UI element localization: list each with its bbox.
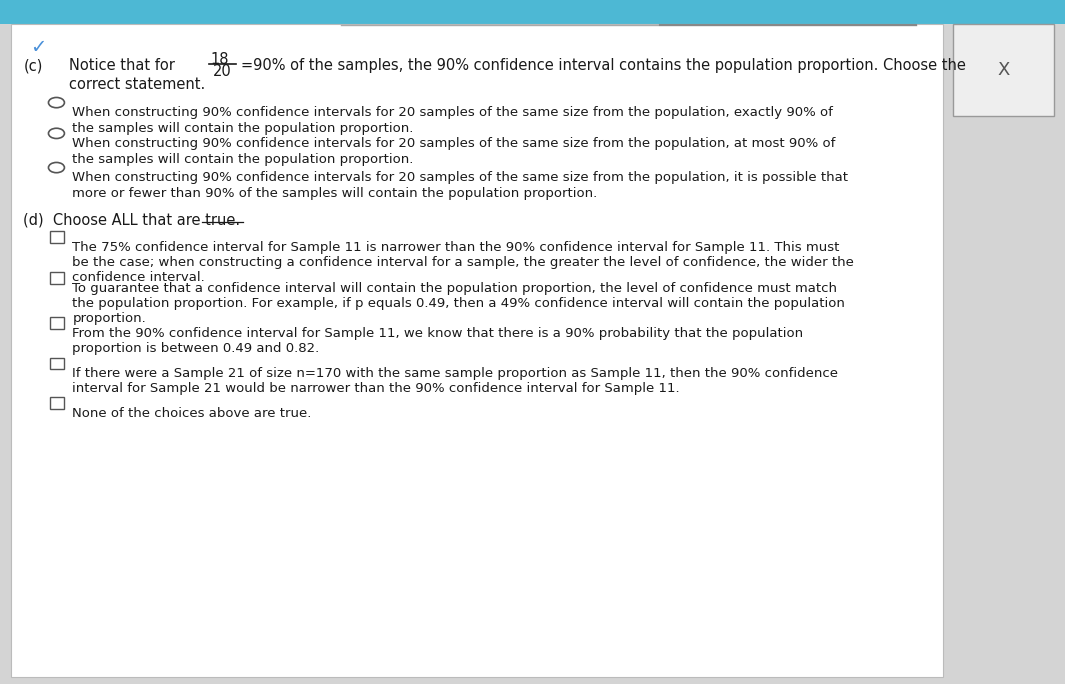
Text: To guarantee that a confidence interval will contain the population proportion, : To guarantee that a confidence interval … xyxy=(72,282,837,295)
Text: proportion is between 0.49 and 0.82.: proportion is between 0.49 and 0.82. xyxy=(72,342,320,355)
Text: None of the choices above are true.: None of the choices above are true. xyxy=(72,407,312,420)
Text: the population proportion. For example, if p equals 0.49, then a 49% confidence : the population proportion. For example, … xyxy=(72,297,846,310)
Text: 20: 20 xyxy=(213,64,232,79)
Text: When constructing 90% confidence intervals for 20 samples of the same size from : When constructing 90% confidence interva… xyxy=(72,106,833,119)
Text: the samples will contain the population proportion.: the samples will contain the population … xyxy=(72,122,414,135)
Text: Notice that for: Notice that for xyxy=(69,58,175,73)
Text: When constructing 90% confidence intervals for 20 samples of the same size from : When constructing 90% confidence interva… xyxy=(72,171,849,184)
Text: (c): (c) xyxy=(23,58,43,73)
Text: confidence interval.: confidence interval. xyxy=(72,271,206,284)
Text: From the 90% confidence interval for Sample 11, we know that there is a 90% prob: From the 90% confidence interval for Sam… xyxy=(72,327,804,340)
Text: more or fewer than 90% of the samples will contain the population proportion.: more or fewer than 90% of the samples wi… xyxy=(72,187,597,200)
Text: =90% of the samples, the 90% confidence interval contains the population proport: =90% of the samples, the 90% confidence … xyxy=(241,58,966,73)
Text: 18: 18 xyxy=(211,52,229,67)
Text: (d)  Choose ALL that are true.: (d) Choose ALL that are true. xyxy=(23,212,241,227)
Text: The 75% confidence interval for Sample 11 is narrower than the 90% confidence in: The 75% confidence interval for Sample 1… xyxy=(72,241,840,254)
Text: the samples will contain the population proportion.: the samples will contain the population … xyxy=(72,153,414,166)
Text: interval for Sample 21 would be narrower than the 90% confidence interval for Sa: interval for Sample 21 would be narrower… xyxy=(72,382,681,395)
Text: If there were a Sample 21 of size n=170 with the same sample proportion as Sampl: If there were a Sample 21 of size n=170 … xyxy=(72,367,838,380)
Text: X: X xyxy=(997,61,1010,79)
Text: be the case; when constructing a confidence interval for a sample, the greater t: be the case; when constructing a confide… xyxy=(72,256,854,269)
Text: correct statement.: correct statement. xyxy=(69,77,206,92)
Text: proportion.: proportion. xyxy=(72,312,146,325)
Text: When constructing 90% confidence intervals for 20 samples of the same size from : When constructing 90% confidence interva… xyxy=(72,137,836,150)
Text: ✓: ✓ xyxy=(30,38,46,57)
